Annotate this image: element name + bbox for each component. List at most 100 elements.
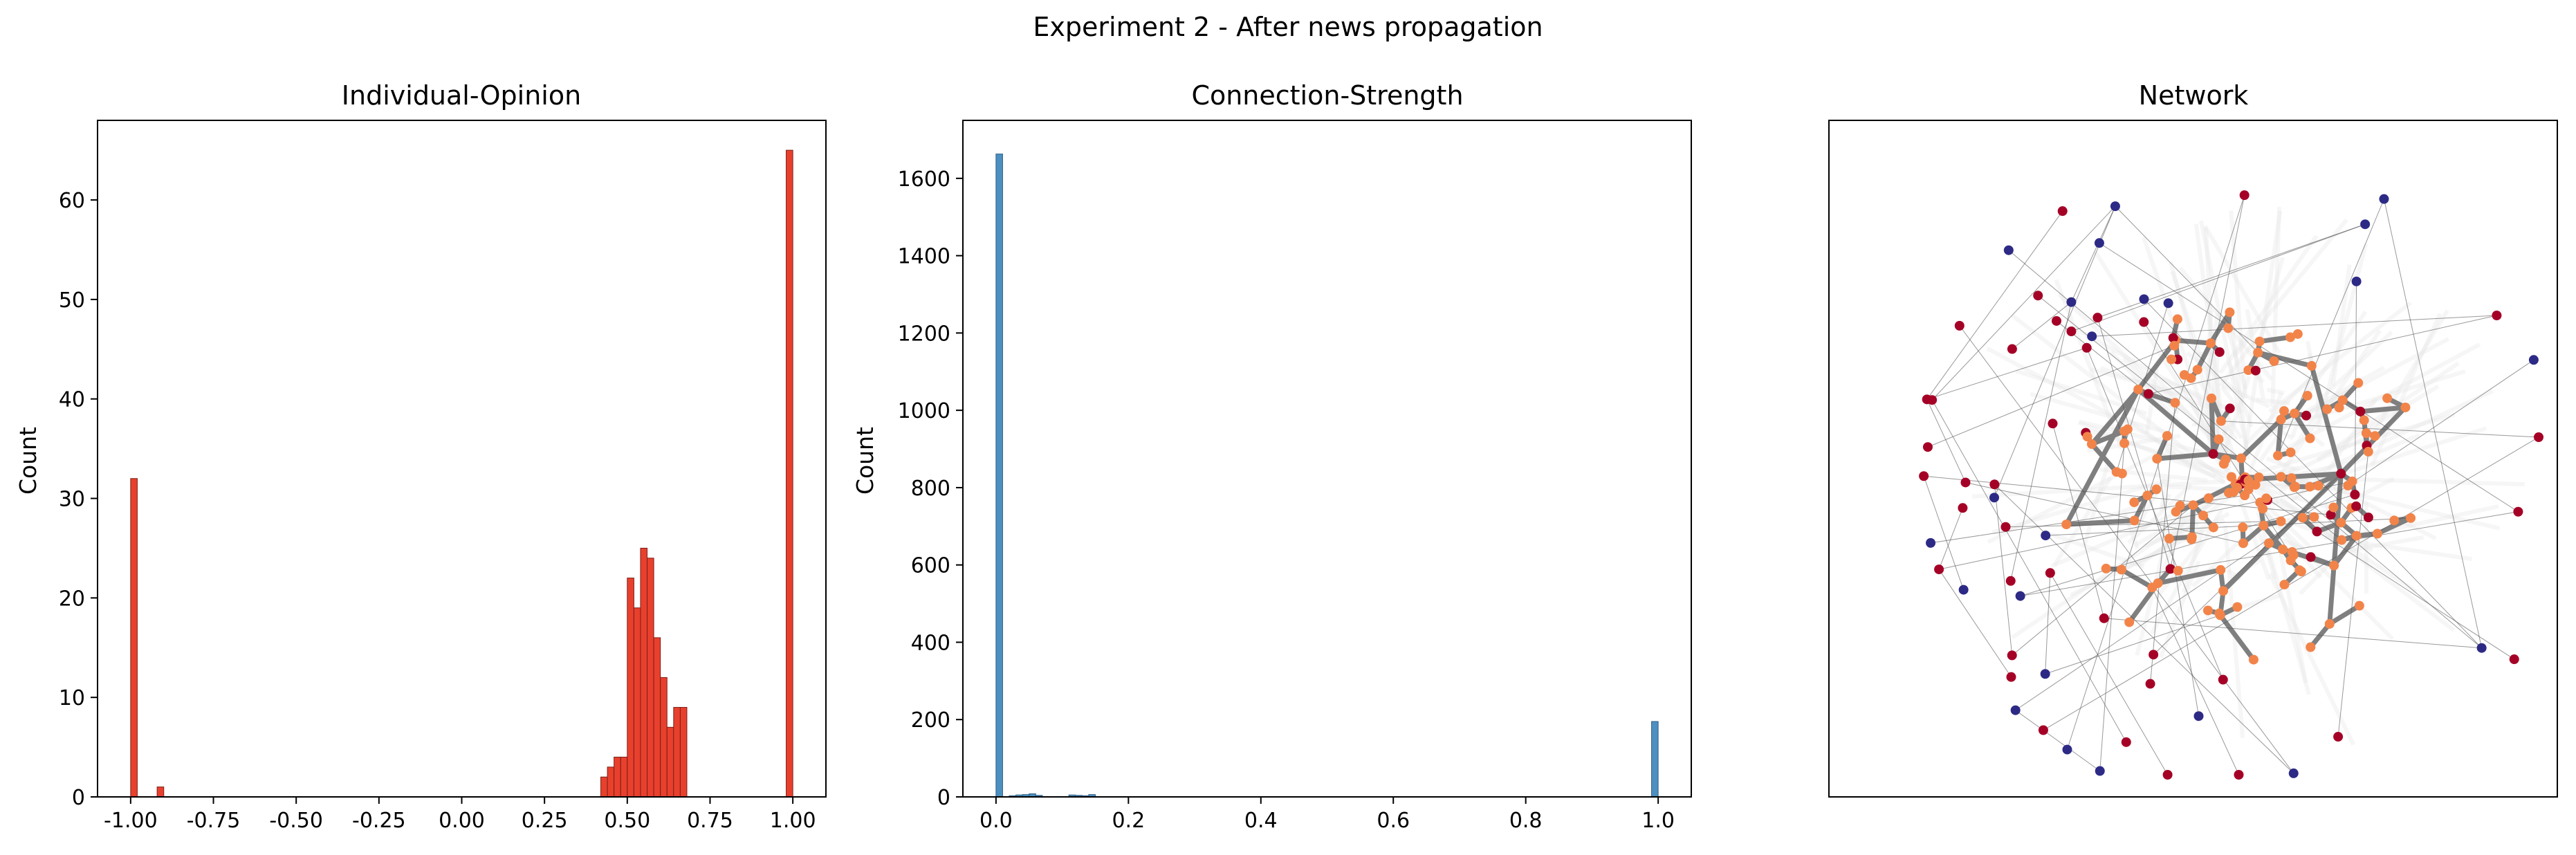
network-node	[1958, 503, 1968, 513]
network-background-edge	[2279, 497, 2456, 632]
network-node	[2203, 493, 2214, 504]
network-node	[2285, 332, 2296, 342]
network-panel: Network	[1828, 80, 2558, 798]
network-edge	[2148, 315, 2497, 394]
opinion-histogram-xtick-label: 1.00	[770, 809, 816, 833]
network-node	[2305, 481, 2315, 492]
network-node	[2214, 434, 2224, 444]
network-edge	[2070, 205, 2116, 302]
network-edge	[1965, 481, 2244, 544]
network-node	[2121, 737, 2131, 747]
opinion-histogram-ylabel: Count	[15, 427, 42, 495]
network-node	[2151, 484, 2162, 495]
strength-histogram-bar	[995, 154, 1003, 798]
network-background-edge	[2099, 365, 2217, 412]
network-background-edge	[2315, 243, 2368, 430]
network-node	[2297, 513, 2308, 523]
network-node	[2051, 315, 2061, 326]
network-edge	[2099, 443, 2125, 771]
network-node	[2261, 493, 2272, 504]
network-edge	[2208, 309, 2232, 346]
strength-histogram-ytick-label: 800	[911, 477, 950, 501]
network-background-edge	[2186, 351, 2241, 395]
network-background-edge	[2316, 384, 2440, 462]
network-node	[2258, 520, 2269, 531]
network-background-edge	[2137, 495, 2231, 567]
network-node	[2169, 340, 2180, 351]
network-edge	[2331, 533, 2359, 569]
network-node	[2007, 650, 2017, 661]
network-node	[2333, 732, 2344, 742]
opinion-histogram-xtick-label: -0.50	[269, 809, 323, 833]
network-edge	[2189, 502, 2196, 540]
network-node	[2312, 526, 2322, 537]
network-node	[2228, 487, 2238, 497]
network-node	[2129, 497, 2140, 508]
network-background-edge	[2297, 511, 2418, 594]
opinion-histogram-bar	[607, 766, 615, 798]
network-node	[2239, 190, 2250, 201]
network-node	[2101, 563, 2111, 573]
network-node	[2253, 347, 2263, 358]
network-edge	[2154, 451, 2216, 461]
opinion-histogram-ytick-label: 10	[59, 686, 85, 710]
network-node	[2359, 415, 2369, 425]
strength-histogram-bar	[1651, 721, 1659, 798]
network-edge	[2309, 363, 2344, 477]
opinion-histogram-ytick-label: 40	[59, 388, 85, 412]
network-edge	[1926, 210, 2063, 400]
opinion-histogram-xtick-label: 0.00	[439, 809, 485, 833]
opinion-histogram-bar	[600, 776, 608, 798]
network-node	[2336, 517, 2346, 528]
network-node	[2324, 618, 2335, 629]
opinion-histogram-ytick-label: 30	[59, 488, 85, 512]
network-edge	[2050, 573, 2169, 775]
network-node	[2513, 506, 2523, 517]
opinion-histogram-bar	[653, 637, 661, 798]
network-frame	[1828, 120, 2558, 798]
network-node	[2248, 654, 2258, 665]
network-node	[2165, 564, 2175, 574]
network-edge	[2292, 411, 2312, 441]
network-edge	[2357, 405, 2408, 414]
network-edge	[2099, 242, 2519, 513]
network-node	[2003, 245, 2014, 255]
network-node	[2334, 403, 2344, 413]
opinion-histogram-xtick-label: -1.00	[104, 809, 158, 833]
network-node	[2309, 512, 2319, 522]
network-node	[2509, 654, 2519, 665]
network-node	[2294, 565, 2305, 576]
network-node	[2269, 356, 2279, 366]
network-background-edge	[2109, 350, 2241, 484]
network-edge	[2010, 302, 2072, 581]
strength-histogram-xtick-label: 0.0	[979, 809, 1013, 833]
network-background-edge	[2122, 356, 2180, 414]
network-node	[2216, 564, 2226, 575]
strength-histogram-title: Connection-Strength	[1191, 80, 1463, 111]
opinion-histogram-bar	[647, 558, 654, 798]
network-node	[2329, 560, 2339, 571]
opinion-histogram-bar	[633, 607, 641, 798]
network-background-edge	[2242, 210, 2283, 459]
network-edge	[2338, 405, 2408, 477]
network-node	[2208, 449, 2218, 459]
strength-histogram-ytick-label: 1200	[898, 322, 950, 346]
network-node	[2351, 276, 2362, 286]
network-background-edge	[2319, 426, 2487, 484]
network-node	[2015, 591, 2025, 601]
network-background-edge	[2133, 483, 2242, 547]
network-node	[2216, 416, 2226, 426]
network-node	[2286, 473, 2297, 484]
network-node	[2122, 424, 2133, 434]
network-node	[2372, 528, 2382, 539]
network-node	[2173, 566, 2183, 576]
network-node	[2370, 431, 2380, 441]
network-edge	[2067, 194, 2245, 750]
network-edge	[2097, 318, 2171, 569]
network-background-edge	[2346, 433, 2420, 468]
network-edge	[2209, 396, 2216, 457]
network-node	[2179, 369, 2189, 380]
network-node	[2285, 447, 2296, 457]
network-node	[1958, 585, 1969, 595]
network-node	[2223, 323, 2234, 333]
